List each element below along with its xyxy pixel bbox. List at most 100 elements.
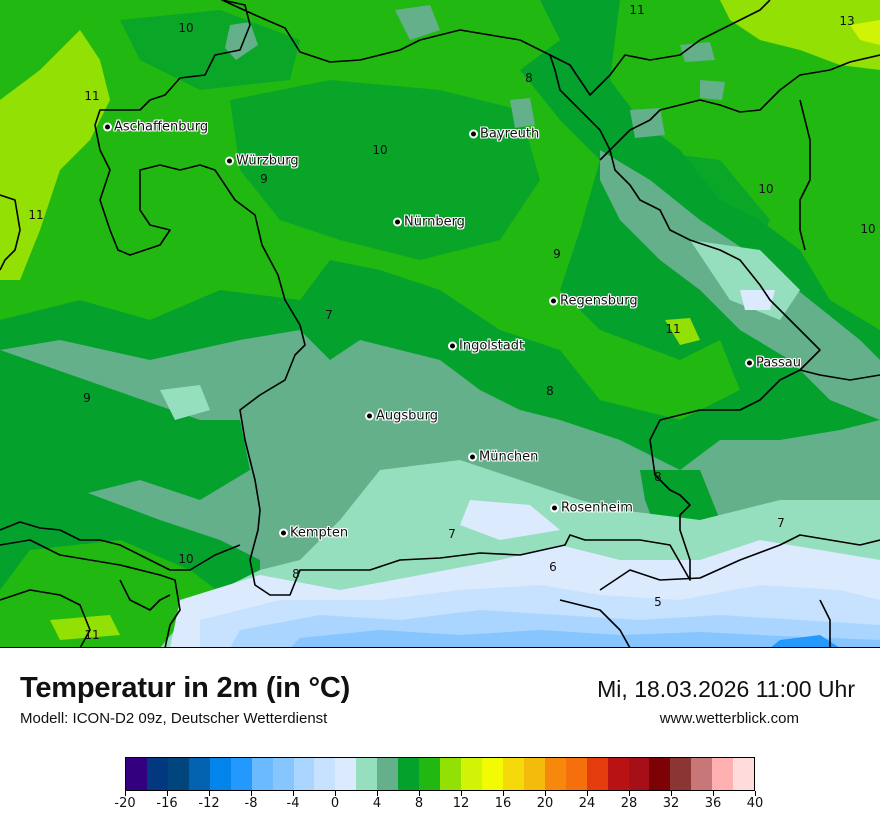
colorbar-segment bbox=[502, 758, 524, 790]
colorbar-tick-label: 28 bbox=[620, 796, 638, 811]
city-marker-nuernberg: Nürnberg bbox=[394, 215, 465, 230]
colorbar-segment bbox=[440, 758, 461, 790]
contour-label: 10 bbox=[178, 21, 194, 35]
city-dot-icon bbox=[551, 504, 558, 512]
colorbar-tick bbox=[125, 791, 126, 796]
model-source: Modell: ICON-D2 09z, Deutscher Wetterdie… bbox=[20, 710, 328, 727]
colorbar-segment bbox=[649, 758, 671, 790]
colorbar-tick-label: -12 bbox=[198, 796, 220, 811]
colorbar-tick bbox=[419, 791, 420, 796]
city-marker-muenchen: München bbox=[469, 450, 538, 465]
colorbar-segment bbox=[230, 758, 252, 790]
colorbar-tick bbox=[503, 791, 504, 796]
colorbar-tick-label: -4 bbox=[286, 796, 300, 811]
contour-label: 9 bbox=[553, 247, 561, 261]
city-marker-rosenheim: Rosenheim bbox=[551, 501, 633, 516]
colorbar-tick bbox=[167, 791, 168, 796]
contour-label: 10 bbox=[178, 552, 194, 566]
colorbar-tick bbox=[461, 791, 462, 796]
city-marker-ingolstadt: Ingolstadt bbox=[449, 339, 524, 354]
city-name: Nürnberg bbox=[404, 214, 465, 230]
contour-label: 7 bbox=[325, 308, 333, 322]
colorbar-segment bbox=[523, 758, 545, 790]
city-name: Kempten bbox=[290, 525, 349, 541]
city-name: Regensburg bbox=[560, 293, 638, 309]
forecast-datetime: Mi, 18.03.2026 11:00 Uhr bbox=[597, 676, 855, 702]
colorbar-tick bbox=[545, 791, 546, 796]
colorbar-segment bbox=[691, 758, 713, 790]
city-name: Bayreuth bbox=[480, 126, 540, 142]
colorbar-tick-label: 4 bbox=[372, 796, 382, 811]
city-marker-augsburg: Augsburg bbox=[366, 409, 438, 424]
website-link[interactable]: www.wetterblick.com bbox=[659, 710, 799, 727]
city-name: Würzburg bbox=[236, 153, 299, 169]
colorbar-tick-label: 0 bbox=[330, 796, 340, 811]
city-dot-icon bbox=[550, 297, 557, 305]
colorbar-segment bbox=[314, 758, 336, 790]
colorbar-segment bbox=[712, 758, 734, 790]
colorbar-tick-label: 36 bbox=[704, 796, 722, 811]
contour-label: 8 bbox=[546, 384, 554, 398]
city-marker-passau: Passau bbox=[746, 356, 801, 371]
colorbar-segment bbox=[565, 758, 587, 790]
contour-label: 9 bbox=[260, 172, 268, 186]
map-title: Temperatur in 2m (in °C) bbox=[20, 672, 351, 704]
colorbar-tick-label: 16 bbox=[494, 796, 512, 811]
colorbar-segment bbox=[607, 758, 629, 790]
city-name: Rosenheim bbox=[561, 500, 633, 516]
city-dot-icon bbox=[470, 130, 477, 138]
contour-label: 11 bbox=[665, 322, 681, 336]
contour-label: 9 bbox=[83, 391, 91, 405]
contour-label: 11 bbox=[84, 89, 100, 103]
colorbar-segment bbox=[481, 758, 503, 790]
colorbar-tick bbox=[629, 791, 630, 796]
colorbar-tick-label: 8 bbox=[414, 796, 424, 811]
colorbar-segment bbox=[377, 758, 399, 790]
colorbar-tick bbox=[293, 791, 294, 796]
colorbar-ticks: -20 -16 -12 -8 -4 0 4 8 12 16 20 24 28 32 36 40 bbox=[114, 791, 763, 821]
colorbar-tick bbox=[209, 791, 210, 796]
contour-label: 10 bbox=[758, 182, 774, 196]
colorbar-segment bbox=[272, 758, 294, 790]
colorbar-segment bbox=[209, 758, 231, 790]
contour-label: 10 bbox=[372, 143, 388, 157]
colorbar-tick bbox=[671, 791, 672, 796]
colorbar-segment bbox=[126, 758, 147, 790]
city-marker-aschaffenburg: Aschaffenburg bbox=[104, 120, 208, 135]
contour-label: 10 bbox=[860, 222, 876, 236]
colorbar-tick-label: -20 bbox=[114, 796, 136, 811]
contour-label: 8 bbox=[292, 567, 300, 581]
colorbar-segment bbox=[251, 758, 273, 790]
contour-label: 13 bbox=[839, 14, 855, 28]
colorbar-segment bbox=[670, 758, 692, 790]
city-marker-wuerzburg: Würzburg bbox=[226, 154, 299, 169]
colorbar-segment bbox=[167, 758, 189, 790]
city-name: Passau bbox=[756, 355, 801, 371]
colorbar-tick bbox=[713, 791, 714, 796]
colorbar-tick-label: 40 bbox=[746, 796, 764, 811]
city-marker-bayreuth: Bayreuth bbox=[470, 127, 539, 142]
contour-label: 11 bbox=[84, 628, 100, 642]
contour-label: 11 bbox=[629, 3, 645, 17]
colorbar-segment bbox=[544, 758, 566, 790]
temperature-colorbar bbox=[125, 757, 755, 791]
contour-label: 7 bbox=[448, 527, 456, 541]
colorbar-segment bbox=[146, 758, 168, 790]
colorbar-segment bbox=[356, 758, 378, 790]
colorbar-segment bbox=[461, 758, 482, 790]
contour-label: 5 bbox=[654, 595, 662, 609]
colorbar-tick-label: 32 bbox=[662, 796, 680, 811]
contour-label: 6 bbox=[549, 560, 557, 574]
city-dot-icon bbox=[280, 529, 287, 537]
city-dot-icon bbox=[746, 359, 753, 367]
colorbar-tick bbox=[251, 791, 252, 796]
colorbar-tick bbox=[335, 791, 336, 796]
city-name: Ingolstadt bbox=[459, 338, 525, 354]
colorbar-tick-label: -16 bbox=[156, 796, 178, 811]
contour-label: 11 bbox=[28, 208, 44, 222]
city-dot-icon bbox=[394, 218, 401, 226]
colorbar-tick bbox=[755, 791, 756, 796]
city-marker-regensburg: Regensburg bbox=[550, 294, 638, 309]
colorbar-segment bbox=[335, 758, 357, 790]
city-marker-kempten: Kempten bbox=[280, 526, 348, 541]
